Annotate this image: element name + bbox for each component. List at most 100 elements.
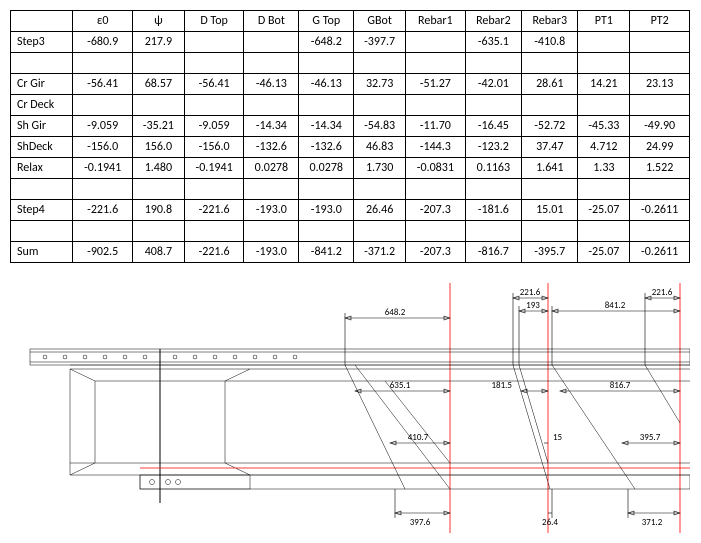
cell (244, 95, 299, 116)
row-label (11, 179, 73, 200)
cell: -56.41 (184, 74, 244, 95)
cell: -193.0 (299, 200, 354, 221)
cell: 28.61 (522, 74, 578, 95)
col-pt2: PT2 (630, 11, 690, 32)
cell: -56.41 (73, 74, 133, 95)
cell: 1.33 (578, 158, 630, 179)
cell (73, 95, 133, 116)
cell (73, 53, 133, 74)
cell (522, 221, 578, 242)
cell: 68.57 (132, 74, 184, 95)
cell: -11.70 (406, 116, 466, 137)
cell: -132.6 (299, 137, 354, 158)
cell: -16.45 (465, 116, 521, 137)
cell (244, 221, 299, 242)
cell: 190.8 (132, 200, 184, 221)
row-label: Step3 (11, 32, 73, 53)
cell: 0.0278 (299, 158, 354, 179)
cell: -45.33 (578, 116, 630, 137)
table-row: Cr Deck (11, 95, 690, 116)
cell (522, 95, 578, 116)
cell: -9.059 (73, 116, 133, 137)
cell (465, 95, 521, 116)
cell: 24.99 (630, 137, 690, 158)
table-header-row: ε0 ψ D Top D Bot G Top GBot Rebar1 Rebar… (11, 11, 690, 32)
table-row (11, 179, 690, 200)
cell: -46.13 (244, 74, 299, 95)
col-pt1: PT1 (578, 11, 630, 32)
col-psi: ψ (132, 11, 184, 32)
cell (132, 179, 184, 200)
table-row: Sum-902.5408.7-221.6-193.0-841.2-371.2-2… (11, 242, 690, 263)
dim-193: 193 (526, 300, 540, 311)
cell (465, 221, 521, 242)
cell (630, 221, 690, 242)
cell (244, 32, 299, 53)
cell: -123.2 (465, 137, 521, 158)
dim-221-6a: 221.6 (520, 287, 541, 298)
cell: -902.5 (73, 242, 133, 263)
cell: -193.0 (244, 242, 299, 263)
cell (578, 53, 630, 74)
cell (522, 53, 578, 74)
cell: -816.7 (465, 242, 521, 263)
cell (132, 221, 184, 242)
cell: 15.01 (522, 200, 578, 221)
cell (132, 53, 184, 74)
cell: 0.0278 (244, 158, 299, 179)
dim-221-6b: 221.6 (652, 287, 673, 298)
cell: -193.0 (244, 200, 299, 221)
row-label (11, 53, 73, 74)
cell (184, 95, 244, 116)
col-gbot: GBot (354, 11, 406, 32)
cell: -49.90 (630, 116, 690, 137)
dim-15: 15 (553, 432, 563, 443)
cell (578, 221, 630, 242)
cell: -14.34 (244, 116, 299, 137)
cell (630, 32, 690, 53)
cell: -207.3 (406, 242, 466, 263)
cell (184, 179, 244, 200)
col-rebar3: Rebar3 (522, 11, 578, 32)
cell: -410.8 (522, 32, 578, 53)
row-label (11, 221, 73, 242)
cell: 1.522 (630, 158, 690, 179)
cell: -52.72 (522, 116, 578, 137)
cell (522, 179, 578, 200)
cell: 32.73 (354, 74, 406, 95)
dim-841-2: 841.2 (605, 300, 626, 311)
cell: -207.3 (406, 200, 466, 221)
dim-635-1: 635.1 (390, 380, 411, 391)
col-dtop: D Top (184, 11, 244, 32)
cell: -371.2 (354, 242, 406, 263)
cell (354, 53, 406, 74)
cell: 46.83 (354, 137, 406, 158)
cell (184, 221, 244, 242)
cell: -42.01 (465, 74, 521, 95)
cell: -0.0831 (406, 158, 466, 179)
table-row (11, 53, 690, 74)
cell (244, 53, 299, 74)
cell (406, 53, 466, 74)
data-table: ε0 ψ D Top D Bot G Top GBot Rebar1 Rebar… (10, 10, 690, 263)
cell: 0.1163 (465, 158, 521, 179)
cell (184, 53, 244, 74)
table-row: Step4-221.6190.8-221.6-193.0-193.026.46-… (11, 200, 690, 221)
cell: -25.07 (578, 200, 630, 221)
cell (184, 32, 244, 53)
cell: -144.3 (406, 137, 466, 158)
row-label: Cr Deck (11, 95, 73, 116)
dim-181-5: 181.5 (491, 380, 512, 391)
col-e0: ε0 (73, 11, 133, 32)
cell (73, 221, 133, 242)
col-blank (11, 11, 73, 32)
dim-395-7: 395.7 (640, 432, 661, 443)
cell (354, 221, 406, 242)
row-label: Sh Gir (11, 116, 73, 137)
table-row (11, 221, 690, 242)
row-label: Step4 (11, 200, 73, 221)
cell: -25.07 (578, 242, 630, 263)
cell (244, 179, 299, 200)
cell: -14.34 (299, 116, 354, 137)
cell (578, 95, 630, 116)
